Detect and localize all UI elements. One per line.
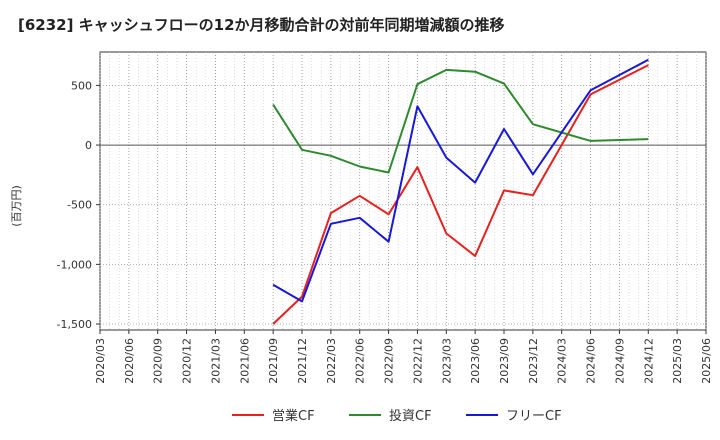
- grid: [99, 51, 707, 331]
- series-line-1: [272, 64, 649, 325]
- series-line-2: [272, 68, 649, 174]
- axes: 2020/03 2020/06 2020/09 2020/12 2021/03 2021/…: [57, 79, 713, 383]
- legend: 営業CF 投資CF フリーCF: [232, 408, 562, 424]
- x-tick-label: 2023/06: [469, 338, 482, 384]
- x-tick-label: 2024/06: [585, 338, 598, 384]
- x-tick-label: 2023/03: [440, 338, 453, 384]
- series-line-3: [272, 58, 649, 303]
- legend-label-2: 投資CF: [389, 408, 432, 424]
- x-tick-label: 2020/12: [181, 338, 194, 384]
- x-tick-label: 2020/06: [123, 338, 136, 384]
- x-tick-label: 2024/12: [642, 338, 655, 384]
- x-tick-label: 2021/09: [267, 338, 280, 384]
- x-tick-label: 2025/03: [671, 338, 684, 384]
- y-tick-label: 0: [85, 139, 92, 152]
- x-tick-label: 2022/06: [354, 338, 367, 384]
- x-tick-label: 2024/03: [556, 338, 569, 384]
- chart-title: [6232] キャッシュフローの12か月移動合計の対前年同期増減額の推移: [18, 16, 505, 34]
- x-tick-label: 2022/03: [325, 338, 338, 384]
- y-tick-label: -1,500: [57, 318, 92, 331]
- x-tick-label: 2022/12: [411, 338, 424, 384]
- x-tick-label: 2024/09: [613, 338, 626, 384]
- y-axis-label: (百万円): [10, 185, 23, 227]
- x-tick-label: 2020/09: [152, 338, 165, 384]
- x-tick-label: 2022/09: [383, 338, 396, 384]
- y-tick-label: -500: [67, 199, 92, 212]
- x-tick-label: 2023/12: [527, 338, 540, 384]
- x-tick-label: 2020/03: [94, 338, 107, 384]
- x-tick-label: 2021/12: [296, 338, 309, 384]
- legend-label-3: フリーCF: [506, 409, 562, 424]
- x-tick-label: 2025/06: [700, 338, 713, 384]
- x-tick-label: 2023/09: [498, 338, 511, 384]
- x-tick-label: 2021/06: [238, 338, 251, 384]
- y-tick-label: 500: [71, 79, 92, 92]
- legend-label-1: 営業CF: [272, 408, 315, 424]
- series-layer: [272, 58, 649, 325]
- y-tick-label: -1,000: [57, 258, 92, 271]
- x-tick-label: 2021/03: [209, 338, 222, 384]
